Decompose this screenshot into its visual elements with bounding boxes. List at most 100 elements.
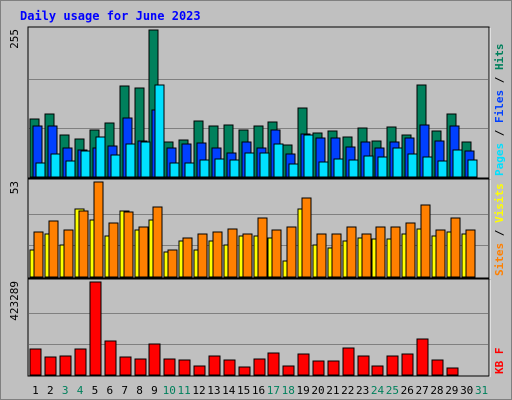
x-tick-label: 11 <box>178 384 191 397</box>
x-tick-label: 23 <box>356 384 369 397</box>
bar-kbytes-17 <box>267 352 280 376</box>
bar-pages-6 <box>110 154 121 178</box>
bar-sites-29 <box>450 217 461 278</box>
x-tick-label: 10 <box>163 384 176 397</box>
bar-pages-17 <box>273 143 284 178</box>
bar-pages-26 <box>407 153 418 178</box>
bar-pages-19 <box>303 134 314 178</box>
x-tick-label: 15 <box>237 384 250 397</box>
bar-kbytes-2 <box>44 356 57 376</box>
bar-sites-21 <box>331 233 342 278</box>
x-tick-label: 30 <box>460 384 473 397</box>
bar-kbytes-16 <box>253 358 266 376</box>
bar-sites-24 <box>375 226 386 278</box>
x-tick-label: 1 <box>32 384 39 397</box>
bar-pages-10 <box>169 162 180 178</box>
bar-sites-23 <box>361 233 372 278</box>
bar-kbytes-15 <box>238 366 251 376</box>
bar-sites-20 <box>316 233 327 278</box>
x-tick-label: 4 <box>77 384 84 397</box>
bar-kbytes-3 <box>59 355 72 376</box>
bar-pages-20 <box>318 161 329 178</box>
x-tick-label: 20 <box>311 384 324 397</box>
bar-pages-2 <box>50 153 61 178</box>
bar-pages-7 <box>125 143 136 178</box>
bar-kbytes-12 <box>193 365 206 376</box>
bar-pages-29 <box>452 149 463 178</box>
bar-kbytes-27 <box>416 338 429 376</box>
bar-sites-5 <box>93 181 104 278</box>
chart-panels: 255 Pages / Files / Hits 53 Sites / Visits 4… <box>8 26 506 377</box>
x-tick-label: 31 <box>475 384 488 397</box>
bar-pages-9 <box>154 84 165 178</box>
bar-kbytes-7 <box>119 356 132 376</box>
x-tick-label: 21 <box>326 384 339 397</box>
bar-sites-8 <box>138 226 149 278</box>
bar-pages-5 <box>95 136 106 178</box>
x-axis-labels: 1 2 3 4 5 6 7 8 9 10 11 12 13 14 15 16 17 18 19 20 21 22 23 24 2… <box>32 384 488 397</box>
x-tick-label: 9 <box>151 384 158 397</box>
x-tick-label: 16 <box>252 384 265 397</box>
bar-pages-14 <box>229 159 240 178</box>
series-sites <box>33 181 476 278</box>
x-tick-label: 29 <box>445 384 458 397</box>
legend-part: Sites <box>493 243 506 276</box>
bar-kbytes-22 <box>342 347 355 376</box>
bar-kbytes-1 <box>29 348 42 376</box>
x-tick-label: 19 <box>296 384 309 397</box>
bar-kbytes-19 <box>297 353 310 376</box>
bar-kbytes-9 <box>148 343 161 376</box>
bar-pages-27 <box>422 156 433 178</box>
x-tick-label: 27 <box>415 384 428 397</box>
bar-sites-3 <box>63 229 74 278</box>
series-legend: KB F <box>493 348 506 375</box>
x-tick-label: 3 <box>62 384 69 397</box>
x-tick-label: 22 <box>341 384 354 397</box>
bar-kbytes-5 <box>89 281 102 376</box>
x-tick-label: 24 <box>371 384 385 397</box>
bar-sites-14 <box>227 228 238 278</box>
series-kbytes <box>29 281 459 376</box>
y-max-label: 255 <box>8 29 21 49</box>
bar-pages-15 <box>244 152 255 178</box>
legend-part: Hits <box>493 44 506 71</box>
bar-pages-12 <box>199 159 210 178</box>
legend-part: / <box>493 70 506 90</box>
y-max-label: 423289 <box>8 281 21 321</box>
x-tick-label: 8 <box>136 384 143 397</box>
x-tick-label: 13 <box>207 384 220 397</box>
bar-pages-18 <box>288 163 299 178</box>
legend-part: Visits <box>493 183 506 223</box>
bar-sites-27 <box>420 204 431 278</box>
bar-kbytes-10 <box>163 358 176 376</box>
bar-pages-13 <box>214 158 225 178</box>
bar-kbytes-8 <box>134 358 147 376</box>
x-tick-label: 28 <box>430 384 443 397</box>
bar-sites-26 <box>405 222 416 278</box>
bar-kbytes-14 <box>223 359 236 376</box>
bar-sites-4 <box>78 210 89 278</box>
bar-sites-9 <box>152 206 163 278</box>
bar-pages-22 <box>348 159 359 178</box>
panel-bottom: 423289 KB F <box>8 278 506 377</box>
bar-pages-8 <box>140 141 151 178</box>
x-tick-label: 14 <box>222 384 236 397</box>
bar-sites-10 <box>167 249 178 278</box>
bar-kbytes-29 <box>446 367 459 376</box>
bar-pages-16 <box>259 152 270 178</box>
bar-sites-6 <box>108 222 119 278</box>
bar-sites-7 <box>123 211 134 278</box>
bar-sites-28 <box>435 229 446 278</box>
x-tick-label: 2 <box>47 384 54 397</box>
bar-kbytes-6 <box>104 340 117 376</box>
bar-sites-12 <box>197 233 208 278</box>
legend-part: / <box>493 123 506 143</box>
x-tick-label: 7 <box>121 384 128 397</box>
legend-part: / <box>493 223 506 243</box>
bar-sites-30 <box>465 229 476 278</box>
bar-pages-3 <box>65 160 76 178</box>
bar-sites-25 <box>390 226 401 278</box>
bar-sites-18 <box>286 226 297 278</box>
bar-pages-24 <box>377 156 388 178</box>
bar-pages-4 <box>80 150 91 178</box>
